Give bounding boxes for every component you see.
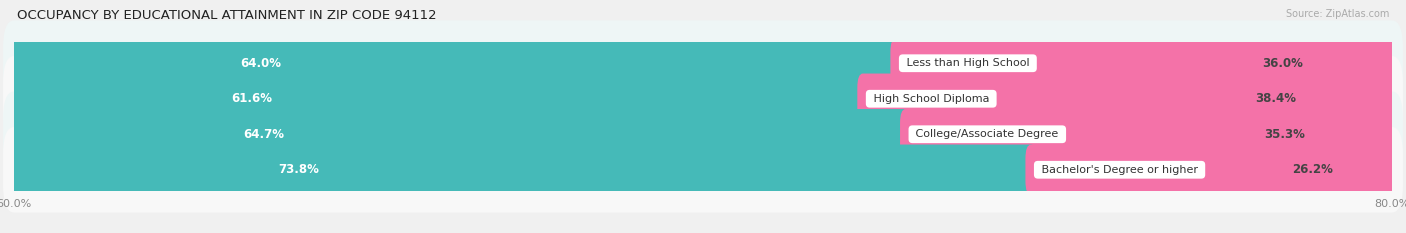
Text: Less than High School: Less than High School <box>903 58 1033 68</box>
FancyBboxPatch shape <box>8 109 911 159</box>
FancyBboxPatch shape <box>858 74 1398 124</box>
FancyBboxPatch shape <box>890 38 1398 89</box>
Text: College/Associate Degree: College/Associate Degree <box>912 129 1062 139</box>
Text: Source: ZipAtlas.com: Source: ZipAtlas.com <box>1285 9 1389 19</box>
FancyBboxPatch shape <box>8 38 901 89</box>
Text: 36.0%: 36.0% <box>1263 57 1303 70</box>
Text: Bachelor's Degree or higher: Bachelor's Degree or higher <box>1038 165 1201 175</box>
FancyBboxPatch shape <box>3 92 1403 177</box>
Text: 38.4%: 38.4% <box>1256 92 1296 105</box>
Text: 64.0%: 64.0% <box>240 57 281 70</box>
Text: 26.2%: 26.2% <box>1292 163 1333 176</box>
FancyBboxPatch shape <box>8 74 869 124</box>
FancyBboxPatch shape <box>1025 144 1398 195</box>
FancyBboxPatch shape <box>900 109 1398 159</box>
Text: 35.3%: 35.3% <box>1264 128 1305 141</box>
Text: High School Diploma: High School Diploma <box>870 94 993 104</box>
Text: 61.6%: 61.6% <box>231 92 273 105</box>
Text: OCCUPANCY BY EDUCATIONAL ATTAINMENT IN ZIP CODE 94112: OCCUPANCY BY EDUCATIONAL ATTAINMENT IN Z… <box>17 9 436 22</box>
Text: 64.7%: 64.7% <box>243 128 284 141</box>
FancyBboxPatch shape <box>3 56 1403 141</box>
Text: 73.8%: 73.8% <box>278 163 319 176</box>
FancyBboxPatch shape <box>3 127 1403 212</box>
FancyBboxPatch shape <box>3 21 1403 106</box>
FancyBboxPatch shape <box>8 144 1036 195</box>
